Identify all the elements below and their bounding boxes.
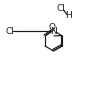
Text: Cl: Cl <box>5 27 14 36</box>
Text: N: N <box>50 27 57 36</box>
Text: H: H <box>65 11 72 20</box>
Text: O: O <box>48 23 55 32</box>
Text: Cl: Cl <box>57 4 66 13</box>
